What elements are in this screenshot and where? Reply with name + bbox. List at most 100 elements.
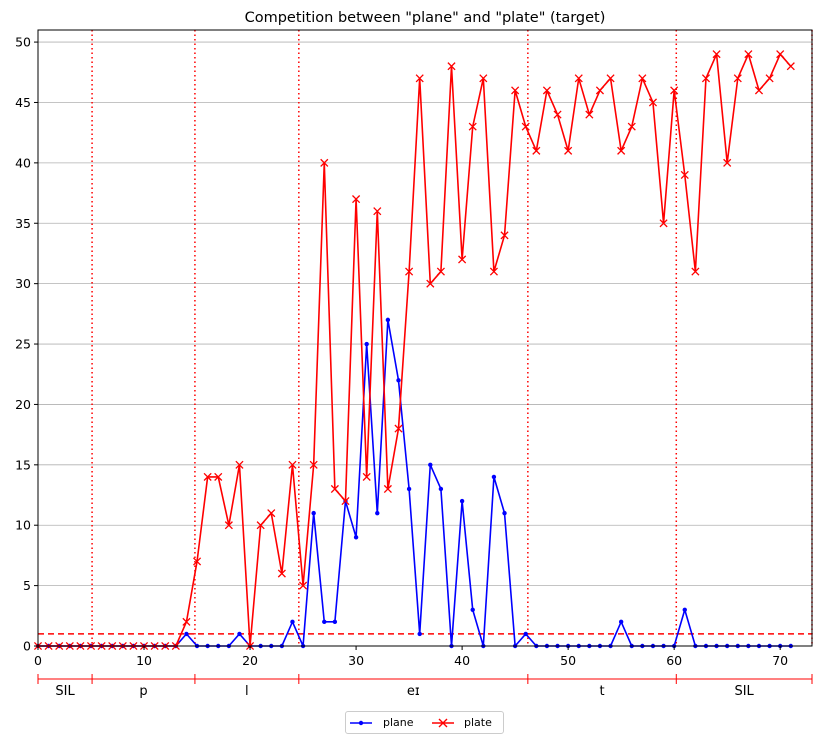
point-plate xyxy=(786,62,795,71)
point-plate xyxy=(373,207,382,216)
point-plate xyxy=(500,231,509,240)
x-tick-label: 60 xyxy=(666,653,682,668)
point-plane xyxy=(459,498,465,504)
point-plate xyxy=(214,472,223,481)
x-tick-label: 50 xyxy=(560,653,576,668)
point-plate xyxy=(256,521,265,530)
point-plate xyxy=(277,569,286,578)
point-plate xyxy=(383,484,392,494)
point-plate xyxy=(320,158,329,167)
segment-label: eɪ xyxy=(407,684,420,699)
legend-label-plate: plate xyxy=(464,716,492,729)
point-plate xyxy=(595,86,605,95)
chart-title: Competition between "plane" and "plate" … xyxy=(245,10,606,26)
point-plane xyxy=(428,462,433,468)
point-plane xyxy=(353,535,359,540)
y-tick-label: 15 xyxy=(15,457,31,472)
y-tick-label: 45 xyxy=(15,95,31,110)
point-plate xyxy=(585,110,594,119)
point-plate xyxy=(670,86,679,95)
x-axis: 0 10 20 30 40 50 60 70 xyxy=(34,646,788,668)
point-plane xyxy=(502,510,507,516)
y-tick-label: 40 xyxy=(15,155,31,170)
x-tick-label: 10 xyxy=(136,653,152,668)
point-plate xyxy=(638,74,647,83)
x-tick-label: 40 xyxy=(454,653,470,668)
point-plate xyxy=(627,122,636,131)
point-plate xyxy=(712,50,721,59)
point-plane xyxy=(523,631,528,637)
legend-plane-marker xyxy=(358,720,364,726)
y-tick-label: 35 xyxy=(15,216,31,231)
point-plate xyxy=(776,50,785,59)
point-plate xyxy=(426,279,435,288)
point-plate xyxy=(192,557,202,566)
point-plate xyxy=(415,74,424,83)
point-plate xyxy=(447,62,456,71)
point-plate xyxy=(617,146,626,155)
point-plane xyxy=(332,619,338,625)
series-layer xyxy=(33,50,795,651)
point-plane xyxy=(311,510,316,516)
point-plate xyxy=(754,86,764,95)
point-plane xyxy=(322,619,327,625)
x-tick-label: 0 xyxy=(34,653,42,668)
point-plane xyxy=(682,607,687,612)
point-plate xyxy=(394,424,403,433)
point-plate xyxy=(680,170,689,180)
point-plane xyxy=(396,378,401,383)
point-plane xyxy=(290,619,295,625)
point-plate xyxy=(691,267,700,276)
phoneme-segments: SIL p l eɪ t SIL xyxy=(37,674,813,699)
series-line-plane xyxy=(38,319,791,647)
legend: plane plate xyxy=(345,711,504,734)
y-tick-label: 30 xyxy=(15,276,31,291)
point-plane xyxy=(406,486,412,492)
point-plate xyxy=(648,98,658,107)
point-plate xyxy=(299,581,308,590)
point-plate xyxy=(288,460,297,469)
point-plate xyxy=(511,86,520,95)
point-plate xyxy=(352,195,361,204)
point-plate xyxy=(309,460,318,469)
y-axis: 0 5 10 15 20 25 30 35 40 45 50 xyxy=(15,35,38,654)
point-plane xyxy=(364,341,369,347)
legend-plate-marker xyxy=(438,718,448,728)
point-plate xyxy=(489,267,498,276)
point-plane xyxy=(470,607,475,612)
y-tick-label: 0 xyxy=(23,639,31,654)
point-plate xyxy=(458,255,467,264)
point-plate xyxy=(362,472,371,481)
point-plate xyxy=(341,496,350,506)
point-plate xyxy=(468,122,477,131)
segment-label: SIL xyxy=(55,684,75,699)
point-plate xyxy=(733,74,742,83)
y-tick-label: 5 xyxy=(23,578,31,593)
x-tick-label: 30 xyxy=(348,653,364,668)
point-plate xyxy=(542,86,551,95)
point-plate xyxy=(182,617,191,626)
segment-label: l xyxy=(245,684,249,699)
point-plate xyxy=(553,110,562,119)
x-tick-label: 70 xyxy=(772,653,788,668)
point-plate xyxy=(606,74,615,83)
point-plate xyxy=(564,146,573,155)
point-plate xyxy=(744,50,753,59)
legend-label-plane: plane xyxy=(383,716,414,729)
point-plate xyxy=(723,158,732,167)
y-tick-label: 10 xyxy=(15,518,31,533)
point-plate xyxy=(436,267,445,276)
y-tick-label: 20 xyxy=(15,397,31,412)
point-plane xyxy=(491,474,497,480)
point-plate xyxy=(659,219,668,228)
point-plate xyxy=(267,509,276,518)
point-plate xyxy=(574,74,583,83)
point-plane xyxy=(184,631,189,637)
segment-label: SIL xyxy=(734,684,754,699)
point-plane xyxy=(417,631,422,637)
point-plate xyxy=(203,472,212,481)
point-plane xyxy=(438,486,444,492)
point-plate xyxy=(765,74,774,83)
point-plane xyxy=(618,619,624,625)
point-plate xyxy=(235,460,244,469)
